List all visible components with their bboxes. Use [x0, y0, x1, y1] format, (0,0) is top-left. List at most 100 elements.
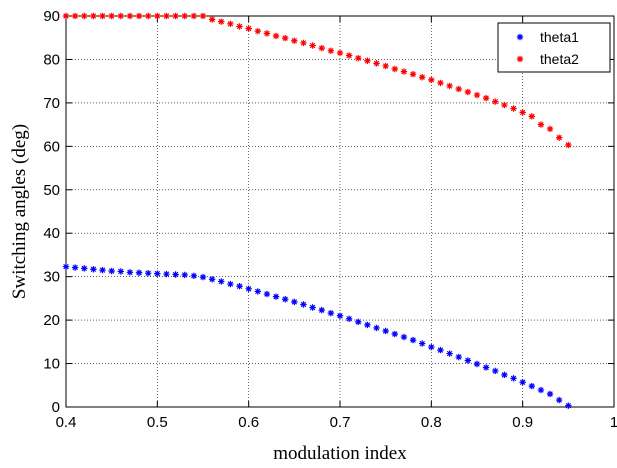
series-theta1 — [62, 263, 572, 409]
theta2-point — [400, 68, 408, 75]
theta2-point — [154, 12, 161, 20]
legend-marker-theta1 — [516, 33, 524, 41]
y-tick-label: 90 — [43, 8, 60, 25]
theta1-point — [318, 306, 325, 314]
theta1-point — [254, 288, 261, 295]
theta2-point — [528, 113, 535, 120]
theta2-point — [309, 42, 316, 49]
theta1-point — [473, 360, 481, 368]
theta2-point — [272, 32, 280, 40]
y-tick-label: 80 — [43, 51, 60, 68]
theta2-point — [492, 98, 499, 105]
theta1-point — [546, 390, 554, 398]
theta2-point — [391, 65, 398, 73]
theta2-point — [263, 30, 271, 37]
x-tick-label: 0.7 — [330, 414, 351, 431]
theta2-point — [556, 134, 563, 141]
theta2-point — [172, 12, 179, 20]
x-tick-label: 0.5 — [147, 414, 168, 431]
theta2-point — [345, 52, 353, 59]
theta2-point — [464, 88, 472, 96]
theta2-point — [482, 94, 490, 102]
legend-marker-theta2 — [516, 55, 524, 63]
theta2-point — [446, 82, 453, 90]
theta2-point — [190, 12, 198, 20]
theta1-point — [510, 375, 517, 382]
theta2-point — [71, 12, 79, 20]
theta2-point — [565, 141, 572, 149]
theta1-point — [382, 327, 389, 335]
theta1-point — [437, 346, 444, 354]
theta2-point — [428, 76, 435, 84]
x-tick-label: 0.4 — [56, 414, 77, 431]
theta1-point — [236, 283, 243, 290]
axis-ticks — [65, 15, 615, 408]
theta2-point — [510, 105, 517, 112]
theta2-point — [419, 74, 426, 81]
theta1-point — [245, 285, 252, 293]
theta1-point — [90, 266, 97, 273]
theta1-point — [227, 280, 234, 288]
theta1-point — [364, 321, 371, 329]
legend-box — [497, 22, 611, 73]
theta2-point — [135, 12, 143, 20]
theta1-point — [556, 396, 563, 404]
theta1-point — [373, 324, 380, 332]
theta1-point — [565, 402, 572, 409]
theta1-point — [282, 296, 289, 303]
theta2-point — [519, 109, 526, 116]
theta2-point — [501, 101, 508, 109]
theta1-point — [446, 350, 453, 357]
theta1-point — [336, 312, 344, 319]
series-layer — [62, 12, 572, 409]
y-tick-label: 60 — [43, 138, 60, 155]
theta2-point — [546, 125, 554, 133]
theta1-point — [163, 270, 170, 278]
series-theta2 — [62, 12, 572, 149]
theta2-point — [318, 44, 325, 52]
theta2-point — [473, 91, 481, 99]
theta1-point — [345, 315, 353, 323]
x-tick-label: 0.6 — [238, 414, 259, 431]
x-tick-label: 1 — [610, 414, 617, 431]
theta2-point — [163, 12, 170, 20]
theta2-point — [227, 20, 234, 28]
theta1-point — [190, 272, 198, 279]
theta1-point — [528, 382, 535, 390]
theta2-point — [99, 12, 106, 20]
theta1-point — [154, 270, 161, 277]
theta2-point — [90, 12, 97, 20]
theta1-point — [117, 268, 124, 275]
theta2-point — [145, 12, 152, 20]
theta1-point — [199, 273, 207, 281]
theta1-point — [300, 301, 307, 308]
theta1-point — [181, 271, 188, 279]
x-tick-labels: 0.4 0.5 0.6 0.7 0.8 0.9 1 — [56, 414, 617, 431]
theta2-point — [199, 12, 207, 20]
theta1-point — [355, 318, 362, 326]
theta2-point — [336, 49, 344, 57]
theta1-point — [492, 367, 499, 375]
y-tick-labels: 0 10 20 30 40 50 60 70 80 90 — [43, 8, 60, 416]
theta2-point — [108, 12, 115, 20]
legend-label-theta2: theta2 — [540, 51, 579, 67]
theta2-point — [254, 28, 261, 35]
y-tick-label: 30 — [43, 269, 60, 286]
theta2-point — [236, 23, 243, 30]
y-tick-label: 20 — [43, 312, 60, 329]
theta1-point — [272, 293, 280, 300]
theta1-point — [455, 353, 462, 361]
theta2-point — [364, 57, 371, 64]
theta1-point — [126, 269, 134, 276]
x-tick-label: 0.9 — [512, 414, 533, 431]
theta1-point — [263, 290, 271, 298]
theta2-point — [373, 60, 380, 67]
y-tick-label: 40 — [43, 225, 60, 242]
theta2-point — [126, 12, 134, 20]
theta1-point — [208, 276, 216, 283]
theta2-point — [300, 39, 307, 47]
theta2-point — [537, 121, 545, 128]
theta1-point — [108, 267, 115, 275]
theta2-point — [117, 12, 124, 20]
